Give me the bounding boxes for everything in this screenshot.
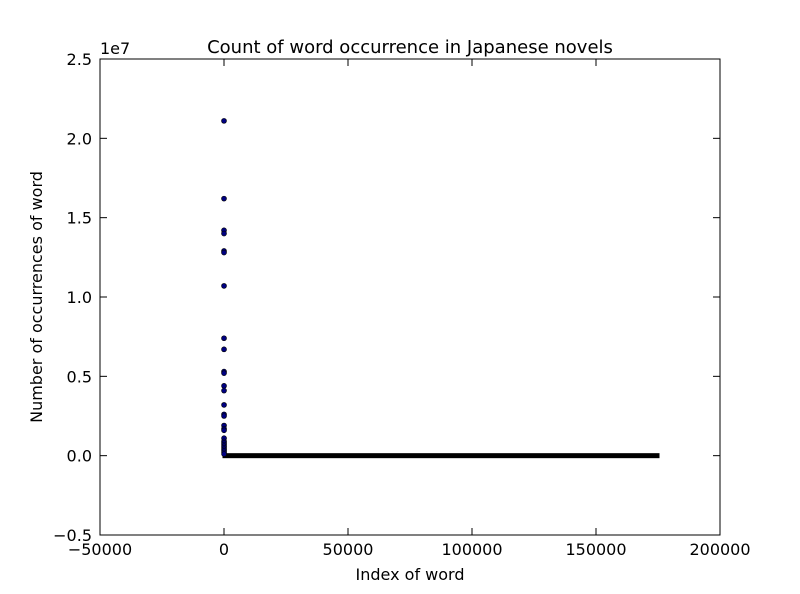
- y-offset-label: 1e7: [100, 39, 130, 58]
- x-tick-labels: −50000 0 50000 100000 150000 200000: [68, 540, 751, 559]
- y-tick-label: 0.5: [67, 367, 92, 386]
- x-tick-label: 150000: [565, 540, 626, 559]
- data-point: [221, 370, 227, 376]
- y-tick-label: −0.5: [53, 526, 92, 545]
- chart-title: Count of word occurrence in Japanese nov…: [207, 37, 613, 58]
- data-point-tail: [222, 453, 660, 459]
- data-point: [221, 402, 227, 408]
- data-point: [221, 427, 227, 434]
- y-tick-label: 2.5: [67, 50, 92, 69]
- x-tick-label: 200000: [689, 540, 750, 559]
- data-point: [221, 451, 227, 457]
- x-tick-label: −50000: [68, 540, 132, 559]
- data-point: [221, 283, 227, 289]
- data-points-layer: [221, 118, 227, 457]
- tail-series-layer: [222, 453, 660, 459]
- x-axis-label: Index of word: [356, 565, 465, 584]
- x-tick-label: 50000: [323, 540, 374, 559]
- data-point: [221, 346, 227, 353]
- data-point: [221, 387, 227, 394]
- y-tick-label: 1.5: [67, 209, 92, 228]
- data-point: [221, 195, 227, 202]
- data-point: [221, 249, 227, 256]
- data-point: [221, 230, 227, 237]
- data-point: [221, 413, 227, 419]
- data-point: [221, 383, 227, 389]
- data-point: [221, 335, 227, 342]
- y-tick-label: 2.0: [67, 129, 92, 148]
- x-tick-label: 100000: [441, 540, 502, 559]
- plot-frame: [99, 58, 721, 536]
- y-tick-labels: −0.5 0.0 0.5 1.0 1.5 2.0 2.5: [53, 50, 92, 545]
- data-point: [221, 118, 227, 124]
- x-tick-label: 0: [219, 540, 229, 559]
- y-axis-label: Number of occurrences of word: [27, 171, 46, 423]
- plot-background: [100, 59, 720, 535]
- plot-area: [99, 58, 721, 536]
- y-tick-label: 0.0: [67, 447, 92, 466]
- y-tick-label: 1.0: [67, 288, 92, 307]
